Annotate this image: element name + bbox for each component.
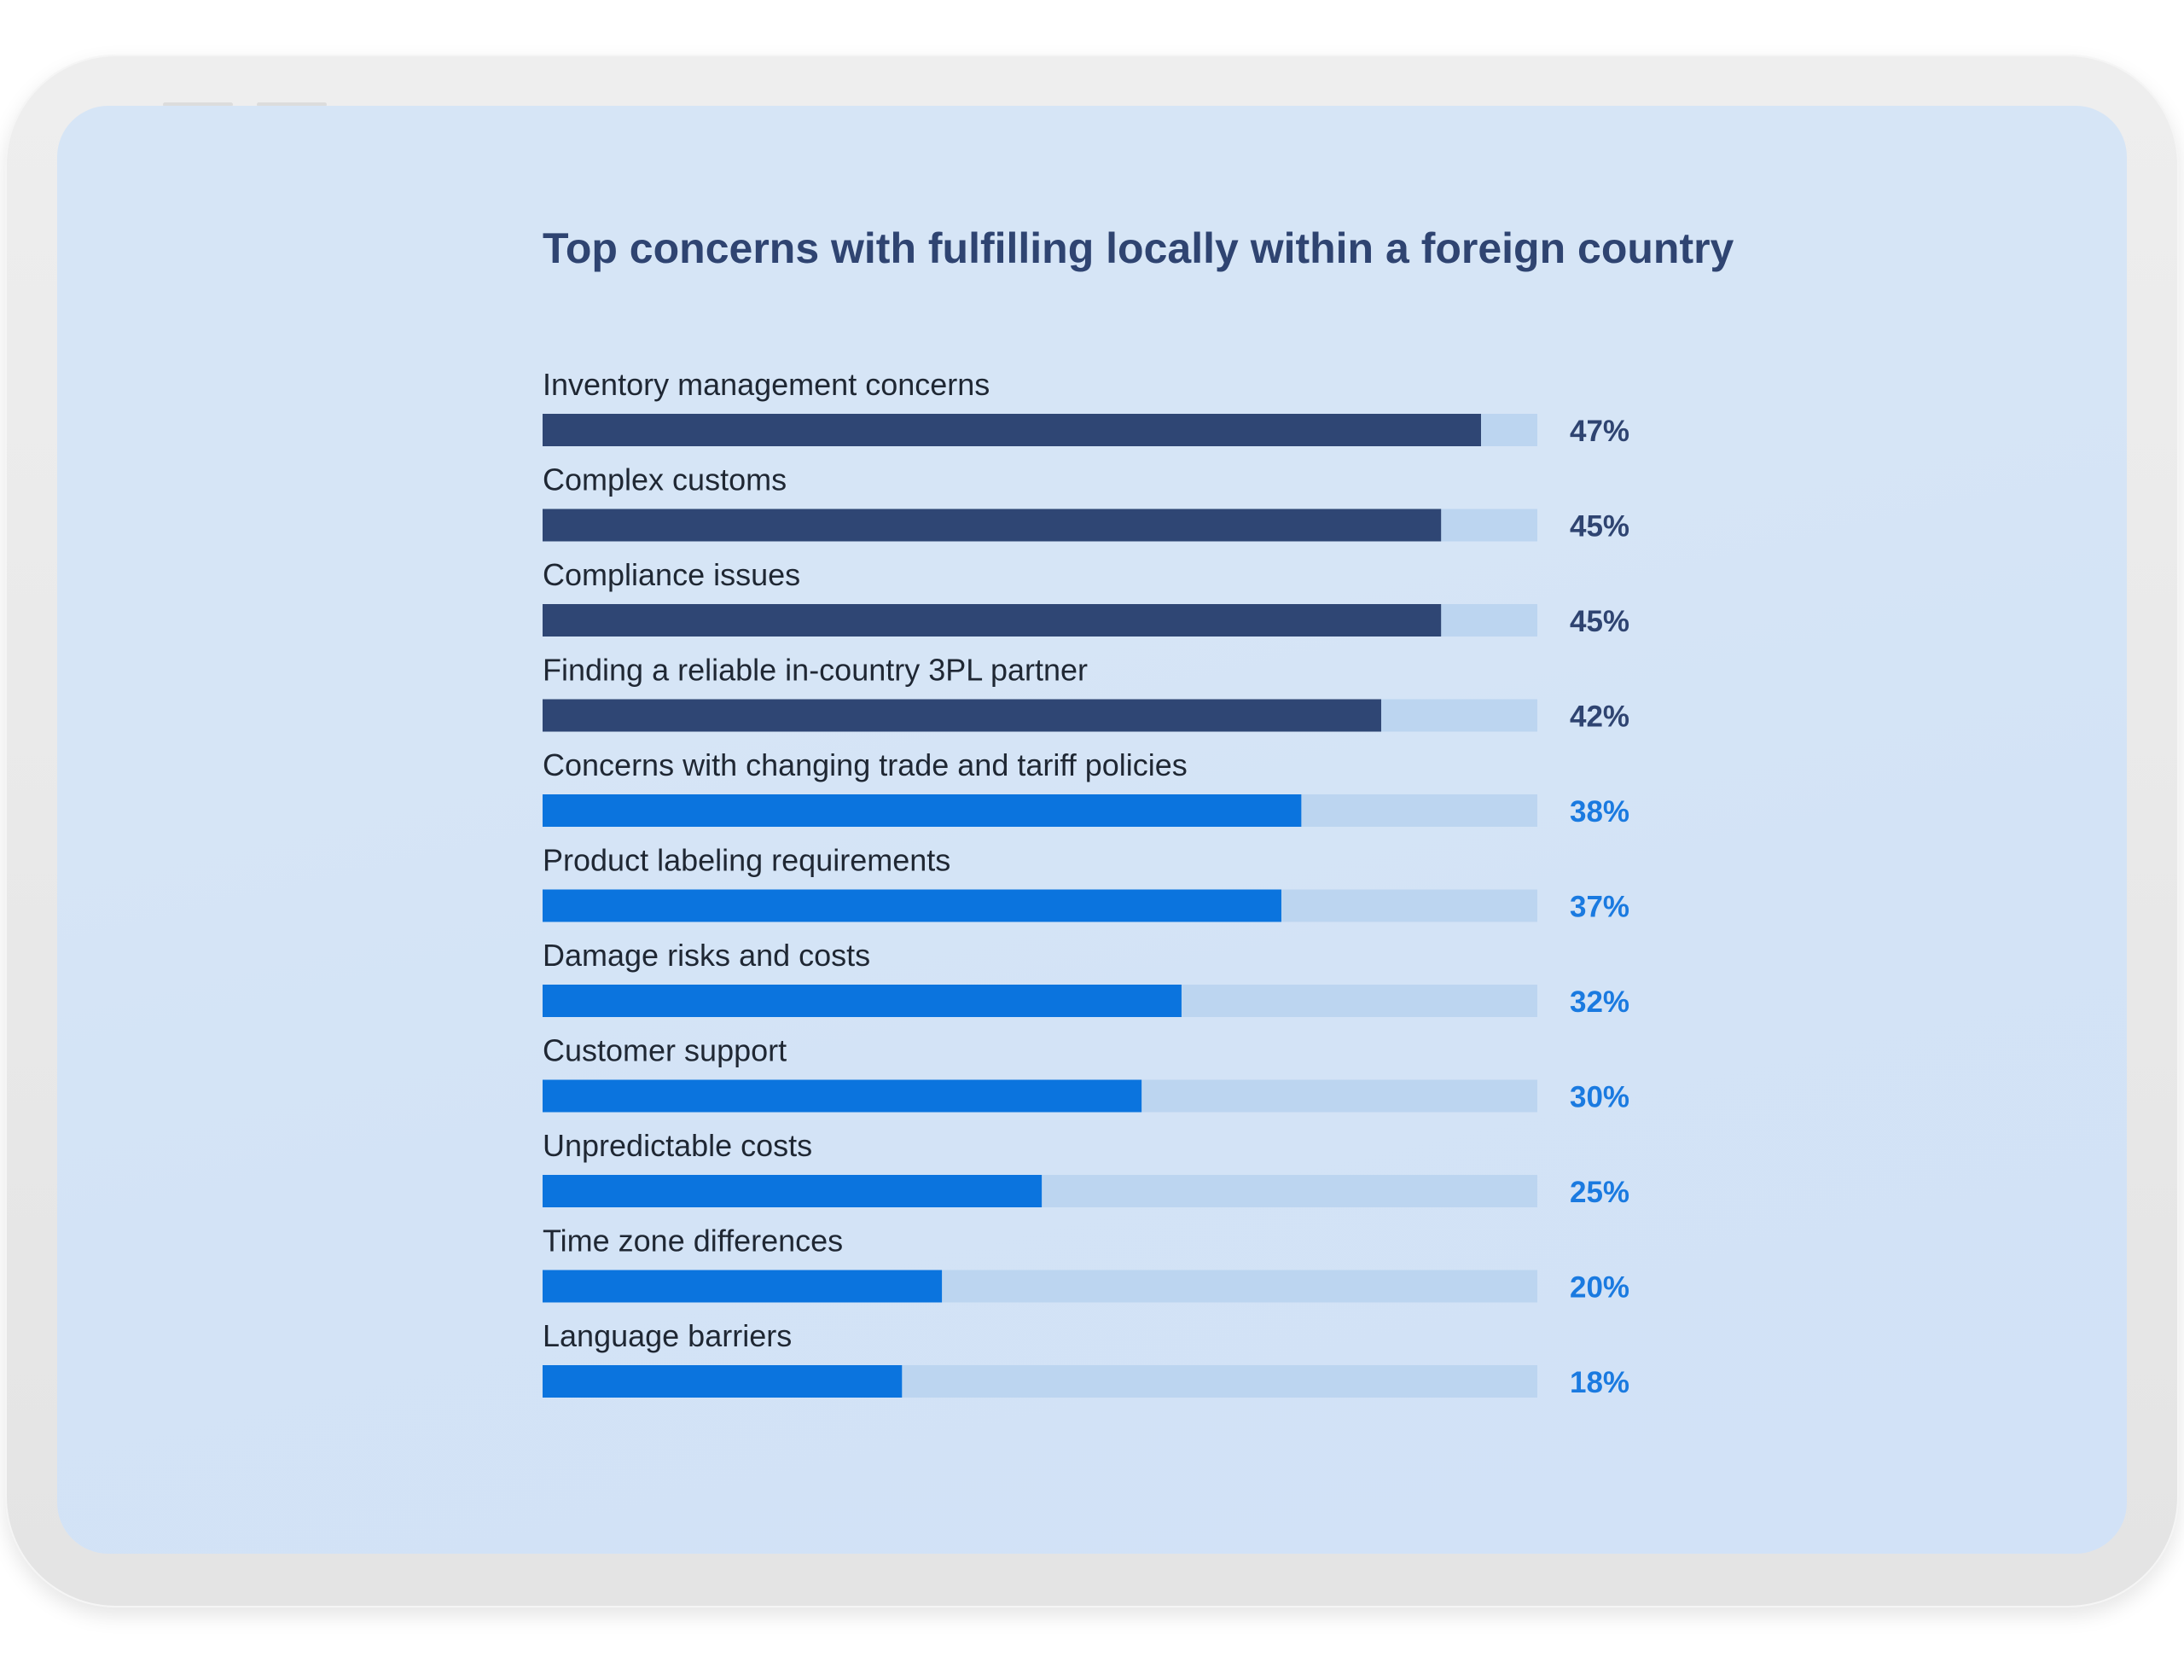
- value-label: 32%: [1570, 985, 1629, 1019]
- tablet-side-button: [257, 102, 327, 107]
- chart-title: Top concerns with fulfilling locally wit…: [543, 224, 1734, 272]
- value-label: 18%: [1570, 1366, 1629, 1399]
- value-label: 45%: [1570, 605, 1629, 638]
- category-label: Compliance issues: [543, 557, 800, 592]
- category-label: Unpredictable costs: [543, 1128, 812, 1163]
- bar: [543, 604, 1442, 637]
- bar-row: Unpredictable costs 25%: [543, 1128, 1629, 1209]
- value-label: 20%: [1570, 1271, 1629, 1305]
- bar: [543, 1365, 903, 1398]
- bar-row: Inventory management concerns 47%: [543, 367, 1629, 448]
- bar-row: Language barriers 18%: [543, 1318, 1629, 1399]
- bar: [543, 794, 1302, 827]
- value-label: 25%: [1570, 1176, 1629, 1209]
- category-label: Product labeling requirements: [543, 843, 950, 878]
- category-label: Language barriers: [543, 1318, 792, 1353]
- bar: [543, 1175, 1043, 1207]
- bar-row: Concerns with changing trade and tariff …: [543, 747, 1629, 828]
- bar: [543, 889, 1281, 922]
- value-label: 42%: [1570, 700, 1629, 734]
- value-label: 45%: [1570, 510, 1629, 544]
- bar: [543, 414, 1481, 446]
- bar-row: Product labeling requirements 37%: [543, 843, 1629, 924]
- bar: [543, 1079, 1142, 1113]
- value-label: 30%: [1570, 1081, 1629, 1114]
- category-label: Damage risks and costs: [543, 938, 870, 973]
- category-label: Complex customs: [543, 462, 787, 497]
- bar: [543, 699, 1381, 732]
- value-label: 38%: [1570, 795, 1629, 828]
- bar-row: Customer support 30%: [543, 1033, 1629, 1114]
- bar-row: Damage risks and costs 32%: [543, 938, 1629, 1019]
- bar-row: Time zone differences 20%: [543, 1224, 1629, 1305]
- category-label: Inventory management concerns: [543, 367, 990, 402]
- tablet-screen: [57, 106, 2127, 1554]
- bar: [543, 509, 1442, 542]
- value-label: 37%: [1570, 891, 1629, 924]
- category-label: Finding a reliable in-country 3PL partne…: [543, 653, 1088, 688]
- value-label: 47%: [1570, 415, 1629, 448]
- bar-row: Complex customs 45%: [543, 462, 1629, 544]
- bar: [543, 1270, 943, 1303]
- bar-row: Compliance issues 45%: [543, 557, 1629, 638]
- bar: [543, 985, 1182, 1017]
- bar-row: Finding a reliable in-country 3PL partne…: [543, 653, 1629, 734]
- tablet-side-button: [163, 102, 233, 107]
- category-label: Time zone differences: [543, 1224, 843, 1259]
- category-label: Concerns with changing trade and tariff …: [543, 747, 1188, 782]
- category-label: Customer support: [543, 1033, 787, 1068]
